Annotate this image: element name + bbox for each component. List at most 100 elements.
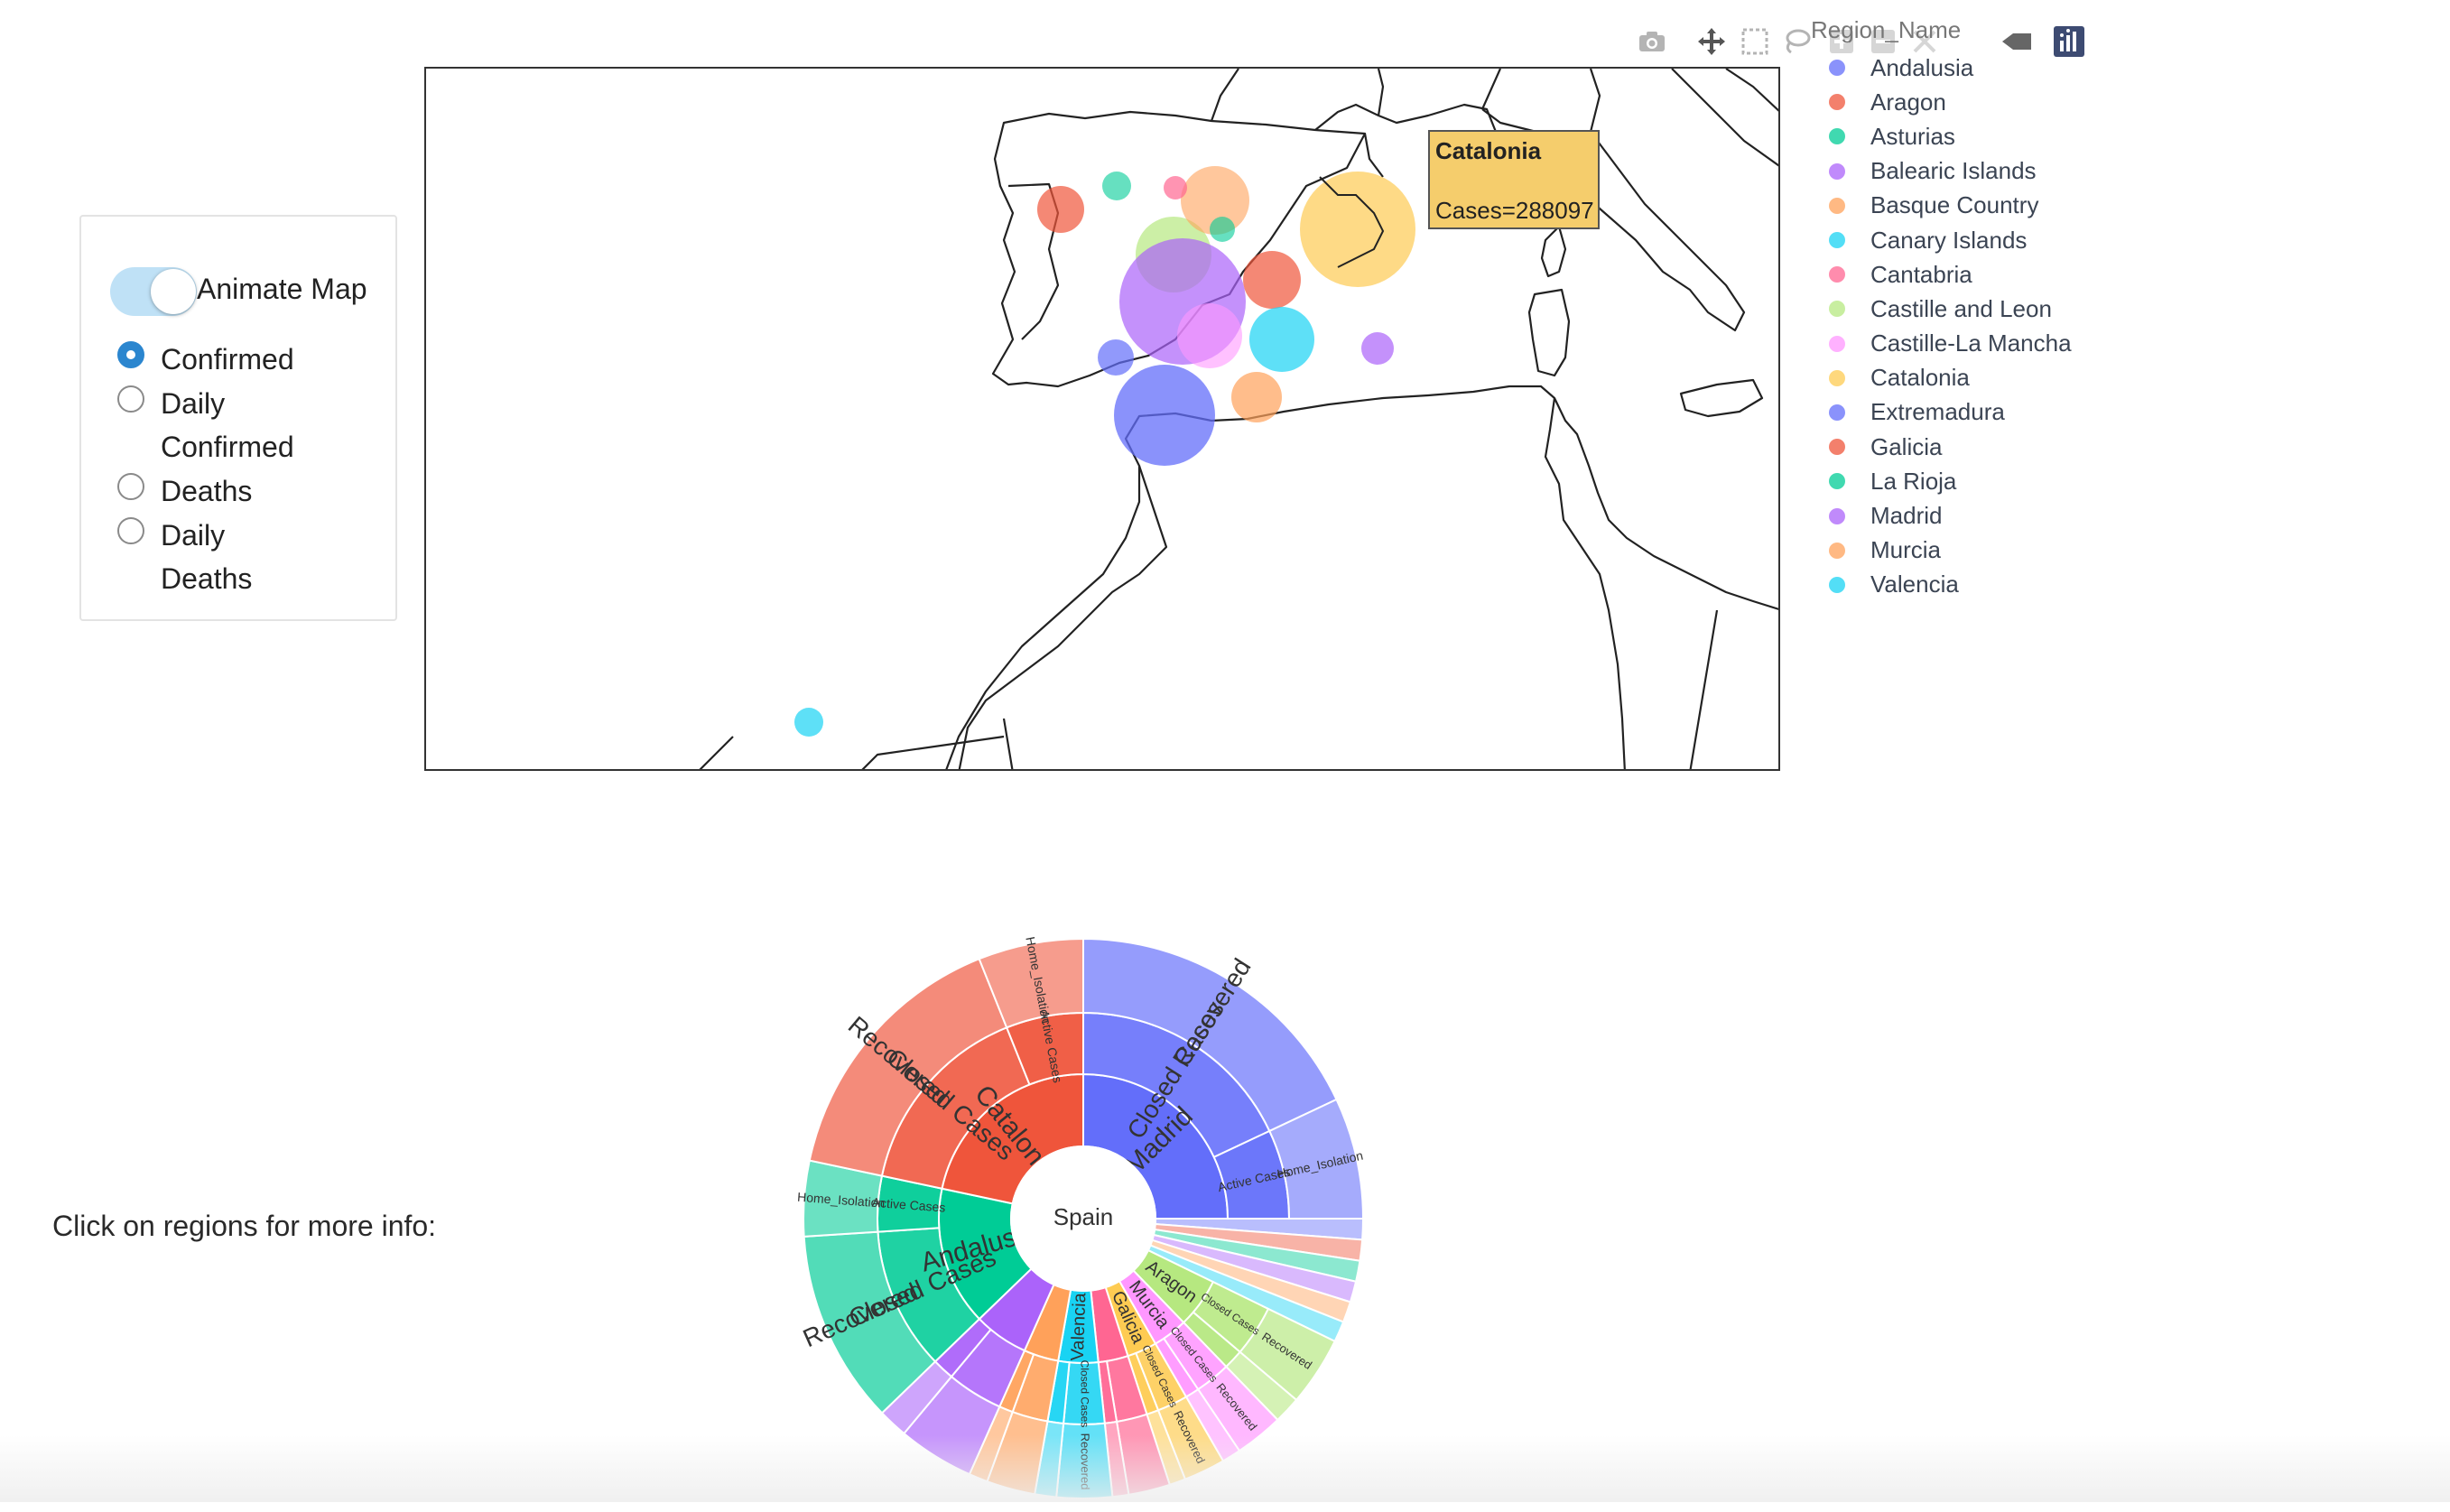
france-coast <box>1377 69 1385 116</box>
mauritania-border <box>861 718 1014 769</box>
legend-item-murcia[interactable]: Murcia <box>1829 533 2072 568</box>
legend-swatch <box>1829 404 1845 421</box>
legend-swatch <box>1829 197 1845 214</box>
legend-item-galicia[interactable]: Galicia <box>1829 430 2072 464</box>
legend-item-cantabria[interactable]: Cantabria <box>1829 257 2072 292</box>
sunburst-home-isolation[interactable] <box>978 937 1084 1029</box>
bubble-castille-la-mancha[interactable] <box>1177 303 1242 368</box>
legend-label: Balearic Islands <box>1870 157 2037 185</box>
region-legend: Andalusia Aragon Asturias Balearic Islands B… <box>1829 51 2072 602</box>
legend-label: Asturias <box>1870 122 1955 150</box>
legend-item-balearic-islands[interactable]: Balearic Islands <box>1829 154 2072 189</box>
click-info-text: Click on regions for more info: <box>52 1210 437 1242</box>
zoom-in-icon[interactable] <box>1824 23 1860 60</box>
legend-item-castille-and-leon[interactable]: Castille and Leon <box>1829 292 2072 326</box>
legend-swatch <box>1829 507 1845 524</box>
legend-swatch <box>1829 439 1845 456</box>
legend-swatch <box>1829 301 1845 318</box>
toggle-knob[interactable] <box>151 269 196 314</box>
bubble-aragon[interactable] <box>1243 251 1301 309</box>
bubble-canary-islands[interactable] <box>794 708 823 737</box>
radio-circle[interactable] <box>117 385 144 413</box>
legend-item-catalonia[interactable]: Catalonia <box>1829 361 2072 395</box>
animate-map-toggle[interactable] <box>110 267 197 316</box>
legend-label: Madrid <box>1870 502 1943 530</box>
legend-swatch <box>1829 128 1845 145</box>
legend-label: Extremadura <box>1870 398 2005 426</box>
legend-swatch <box>1829 369 1845 386</box>
legend-swatch <box>1829 94 1845 111</box>
legend-swatch <box>1829 60 1845 77</box>
radio-daily-confirmed[interactable]: Daily Confirmed <box>117 382 314 468</box>
sicily <box>1679 378 1764 418</box>
bubble-asturias[interactable] <box>1102 172 1131 200</box>
radio-circle[interactable] <box>117 517 144 544</box>
bubble-valencia[interactable] <box>1249 307 1314 372</box>
sunburst-label-valencia: Valencia <box>1068 1292 1090 1361</box>
legend-item-aragon[interactable]: Aragon <box>1829 85 2072 119</box>
sunburst-root-label: Spain <box>1053 1203 1114 1230</box>
legend-swatch <box>1829 473 1845 490</box>
sunburst-center[interactable] <box>1010 1146 1156 1292</box>
legend-swatch <box>1829 162 1845 180</box>
legend-label: Valencia <box>1870 570 1959 598</box>
legend-item-asturias[interactable]: Asturias <box>1829 119 2072 153</box>
radio-circle[interactable] <box>117 341 144 368</box>
radio-daily-deaths[interactable]: Daily Deaths <box>117 514 314 600</box>
legend-item-la-rioja[interactable]: La Rioja <box>1829 464 2072 498</box>
legend-label: Basque Country <box>1870 191 2039 219</box>
legend-label: La Rioja <box>1870 467 1957 495</box>
region-bubbles[interactable] <box>794 166 1415 737</box>
legend-label: Aragon <box>1870 88 1946 116</box>
box-select-icon[interactable] <box>1737 23 1773 60</box>
pan-icon[interactable] <box>1694 23 1730 60</box>
legend-title: Region_Name <box>1811 16 1962 43</box>
legend-item-canary-islands[interactable]: Canary Islands <box>1829 223 2072 257</box>
bubble-basque-country[interactable] <box>1181 166 1249 235</box>
bubble-la-rioja[interactable] <box>1210 217 1235 242</box>
map-options-panel: Animate Map Confirmed Daily Confirmed De… <box>79 215 397 621</box>
legend-swatch <box>1829 576 1845 593</box>
legend-swatch <box>1829 335 1845 352</box>
spike-icon[interactable] <box>1999 23 2035 60</box>
bubble-cantabria[interactable] <box>1164 176 1187 199</box>
lasso-icon[interactable] <box>1778 23 1814 60</box>
radio-deaths[interactable]: Deaths <box>117 469 314 513</box>
legend-item-extremadura[interactable]: Extremadura <box>1829 395 2072 430</box>
legend-item-andalusia[interactable]: Andalusia <box>1829 51 2072 85</box>
map-svg <box>699 69 1778 769</box>
italy-east <box>1671 69 1778 167</box>
bubble-balearic-islands[interactable] <box>1361 332 1394 365</box>
legend-item-madrid[interactable]: Madrid <box>1829 498 2072 533</box>
balkans <box>1725 69 1778 112</box>
bubble-galicia[interactable] <box>1037 186 1084 233</box>
autoscale-icon[interactable] <box>1907 23 1943 60</box>
tooltip-cases: Cases=288097 <box>1435 197 1594 224</box>
legend-label: Catalonia <box>1870 364 1970 392</box>
bubble-extremadura[interactable] <box>1098 339 1134 376</box>
sardinia <box>1527 288 1571 377</box>
zoom-out-icon[interactable] <box>1865 23 1901 60</box>
camera-icon[interactable] <box>1634 23 1670 60</box>
radio-label: Daily Confirmed <box>161 387 294 463</box>
legend-item-basque-country[interactable]: Basque Country <box>1829 189 2072 223</box>
animate-map-label: Animate Map <box>197 273 367 305</box>
bubble-murcia[interactable] <box>1231 372 1282 422</box>
legend-swatch <box>1829 266 1845 283</box>
sunburst-label-recovered: Recovered <box>1079 1433 1092 1490</box>
legend-item-castille-la-mancha[interactable]: Castille-La Mancha <box>1829 327 2072 361</box>
bubble-andalusia[interactable] <box>1114 365 1215 466</box>
radio-circle[interactable] <box>117 473 144 500</box>
plotly-logo-icon[interactable] <box>2051 23 2087 60</box>
sunburst-chart[interactable]: Madrid Closed Cases Recovered Active Cases H… <box>794 930 1372 1507</box>
sunburst-label-closed-cases: Closed Cases <box>1078 1360 1090 1428</box>
bubble-catalonia[interactable] <box>1300 172 1415 287</box>
legend-item-valencia[interactable]: Valencia <box>1829 568 2072 602</box>
legend-swatch <box>1829 232 1845 249</box>
tooltip-region: Catalonia <box>1435 137 1542 164</box>
legend-label: Cantabria <box>1870 260 1972 288</box>
legend-label: Castille and Leon <box>1870 294 2052 322</box>
radio-confirmed[interactable]: Confirmed <box>117 338 314 381</box>
legend-label: Andalusia <box>1870 53 1974 81</box>
